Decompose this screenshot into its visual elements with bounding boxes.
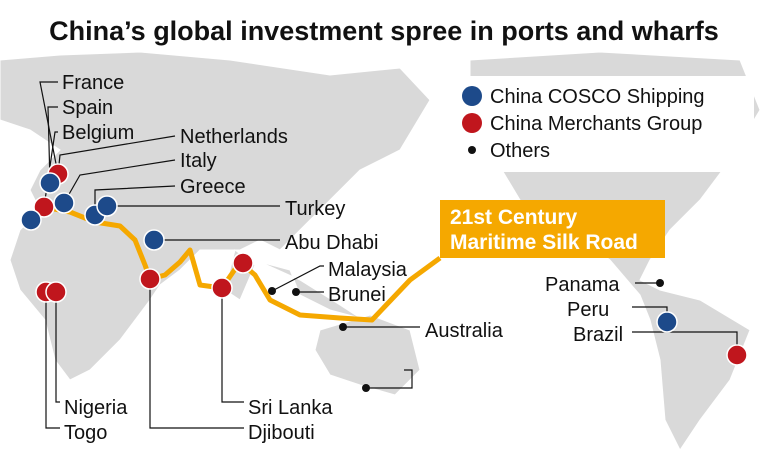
port-label: Italy xyxy=(180,150,217,172)
route-label-line: 21st Century xyxy=(450,206,578,229)
port-label: Australia xyxy=(425,320,504,342)
route-label-line: Maritime Silk Road xyxy=(450,231,638,254)
port-label: Sri Lanka xyxy=(248,397,333,419)
port-label: Greece xyxy=(180,176,246,198)
legend-swatch xyxy=(462,86,482,106)
port-marker xyxy=(45,281,67,303)
port-marker xyxy=(53,192,75,214)
port-marker xyxy=(656,311,678,333)
route-label-box xyxy=(440,200,665,258)
port-label: Spain xyxy=(62,97,113,119)
leader-line xyxy=(39,81,59,175)
leader-line xyxy=(271,265,324,292)
port-label: Brunei xyxy=(328,284,386,306)
legend-swatch xyxy=(462,113,482,133)
port-label: Djibouti xyxy=(248,422,315,444)
port-label: Turkey xyxy=(285,198,345,220)
port-marker xyxy=(726,344,748,366)
port-label: Malaysia xyxy=(328,259,408,281)
port-label: Panama xyxy=(545,274,620,296)
port-marker xyxy=(232,252,254,274)
legend-swatch xyxy=(468,146,476,154)
port-marker xyxy=(656,279,664,287)
leader-line xyxy=(47,106,58,184)
leader-line xyxy=(149,279,244,429)
port-marker xyxy=(143,229,165,251)
port-marker xyxy=(362,384,370,392)
port-marker xyxy=(268,287,276,295)
leader-line xyxy=(221,288,244,403)
port-marker xyxy=(33,196,55,218)
leader-line xyxy=(366,369,413,389)
port-marker xyxy=(339,323,347,331)
legend-label: China Merchants Group xyxy=(490,113,702,135)
silk-road-route xyxy=(43,204,442,323)
leader-line xyxy=(45,292,60,429)
port-marker xyxy=(292,288,300,296)
legend-label: Others xyxy=(490,140,550,162)
port-marker xyxy=(211,277,233,299)
port-label: Abu Dhabi xyxy=(285,232,378,254)
legend-box xyxy=(452,76,754,172)
port-label: Togo xyxy=(64,422,107,444)
title: China’s global investment spree in ports… xyxy=(49,16,719,46)
port-label: Brazil xyxy=(573,324,623,346)
port-marker xyxy=(96,195,118,217)
port-marker xyxy=(139,268,161,290)
port-label: Netherlands xyxy=(180,126,288,148)
port-label: Nigeria xyxy=(64,397,128,419)
leader-line xyxy=(55,292,60,403)
legend-label: China COSCO Shipping xyxy=(490,86,705,108)
port-marker xyxy=(20,209,42,231)
port-label: Belgium xyxy=(62,122,134,144)
ports xyxy=(20,163,748,392)
legend: China COSCO Shipping China Merchants Grou… xyxy=(452,76,754,172)
port-label: France xyxy=(62,72,124,94)
route-label: 21st Century Maritime Silk Road xyxy=(440,200,665,258)
port-marker xyxy=(39,172,61,194)
port-label: Peru xyxy=(567,299,609,321)
